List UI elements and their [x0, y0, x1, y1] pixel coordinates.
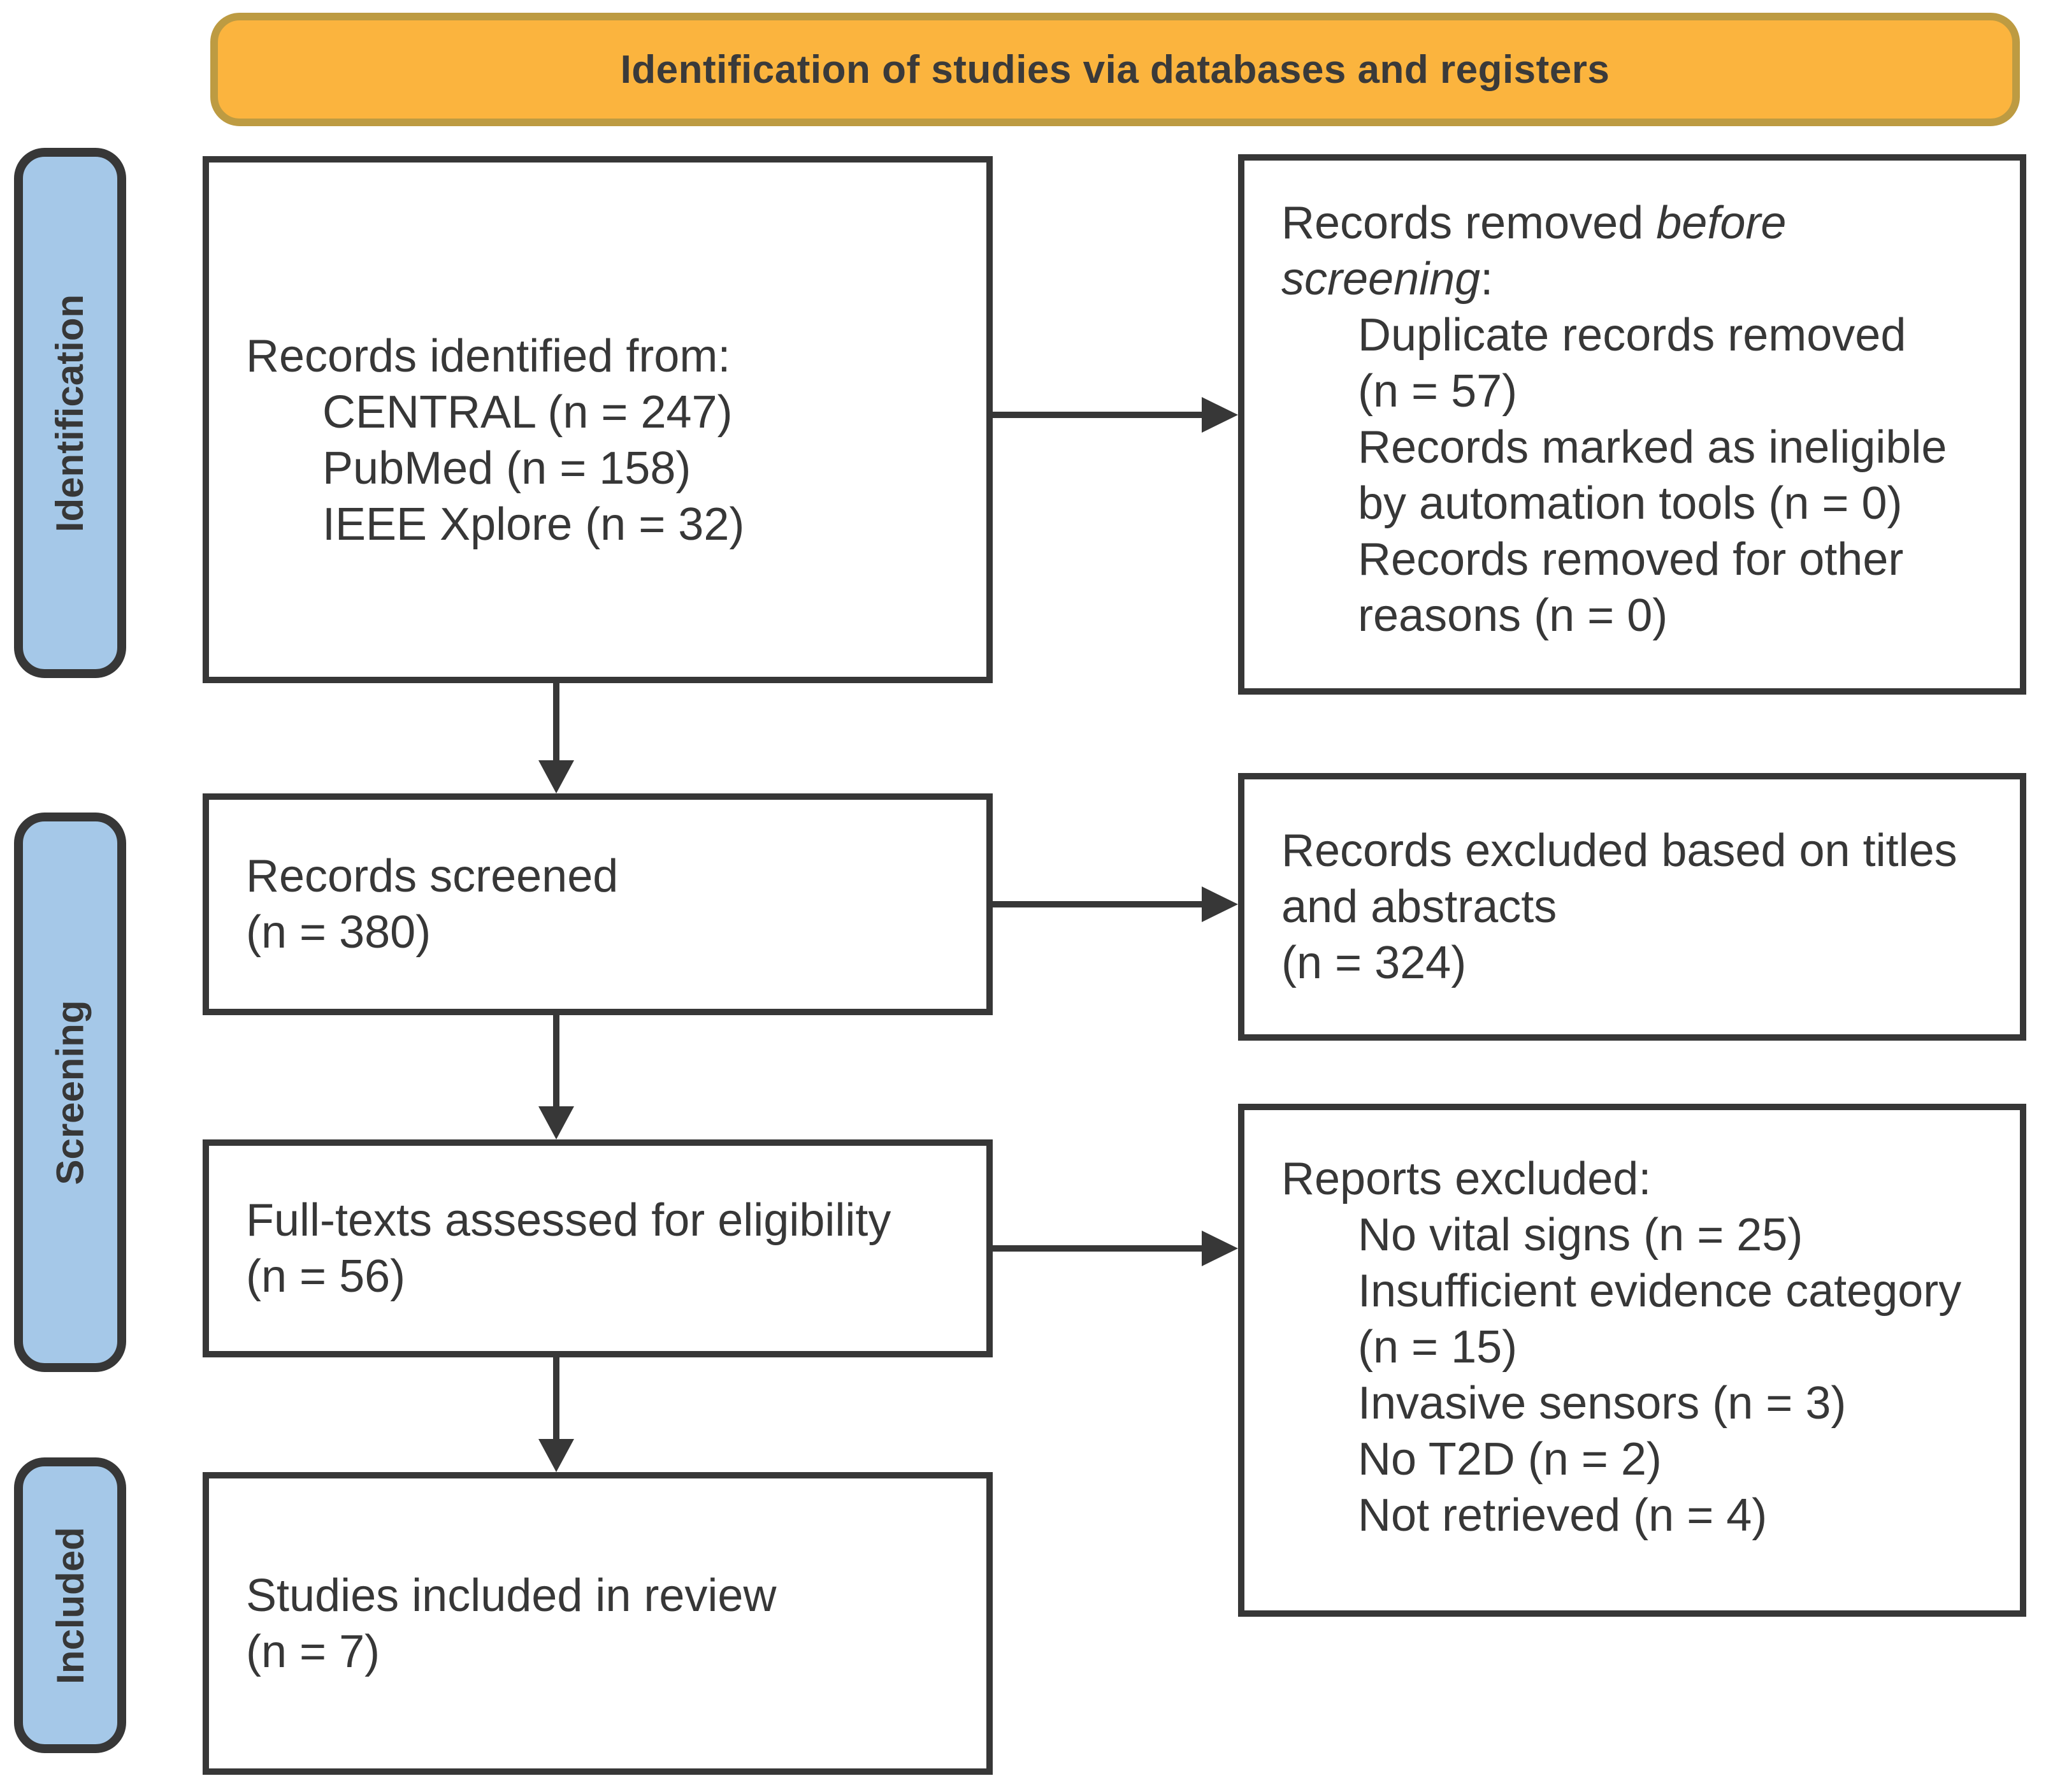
records-removed-item: reasons (n = 0)	[1358, 590, 1668, 641]
arrow-screened-to-excluded-line	[993, 901, 1204, 907]
arrow-down-icon	[538, 1439, 574, 1472]
records-removed-intro-colon: :	[1480, 254, 1494, 305]
stage-label-included-text: Included	[48, 1526, 92, 1684]
box-fulltexts-assessed-content: Full-texts assessed for eligibility (n =…	[209, 1192, 986, 1304]
stage-label-included: Included	[14, 1457, 126, 1753]
fulltexts-assessed-line: Full-texts assessed for eligibility	[246, 1195, 891, 1246]
records-removed-item: (n = 57)	[1358, 366, 1518, 417]
arrow-down-icon	[538, 760, 574, 793]
studies-included-count: (n = 7)	[246, 1626, 380, 1677]
records-identified-item: CENTRAL (n = 247)	[322, 387, 733, 438]
records-screened-line: Records screened	[246, 851, 619, 902]
records-removed-intro-italic: before	[1656, 198, 1787, 249]
records-removed-intro-italic2: screening	[1281, 254, 1481, 305]
box-records-identified: Records identified from: CENTRAL (n = 24…	[203, 156, 993, 683]
arrow-fulltext-to-reports-line	[993, 1245, 1204, 1252]
reports-excluded-intro: Reports excluded:	[1281, 1153, 1652, 1204]
arrow-right-icon	[1202, 1231, 1238, 1266]
records-excluded-count: (n = 324)	[1281, 937, 1467, 988]
records-removed-item: Records marked as ineligible	[1358, 422, 1947, 473]
records-excluded-line: and abstracts	[1281, 881, 1557, 932]
stage-label-identification: Identification	[14, 148, 126, 678]
box-records-excluded-titles-abstracts: Records excluded based on titles and abs…	[1238, 773, 2026, 1041]
records-removed-intro-line1: Records removed before	[1281, 195, 2008, 251]
reports-excluded-item: Insufficient evidence category	[1358, 1266, 1962, 1317]
reports-excluded-item: Not retrieved (n = 4)	[1358, 1490, 1768, 1541]
arrow-fulltext-to-included-line	[553, 1357, 559, 1439]
arrow-right-icon	[1202, 397, 1238, 433]
stage-label-screening: Screening	[14, 813, 126, 1372]
records-removed-item: Records removed for other	[1358, 534, 1904, 585]
records-removed-item: Duplicate records removed	[1358, 310, 1906, 361]
reports-excluded-item: No T2D (n = 2)	[1358, 1434, 1662, 1485]
box-records-screened: Records screened (n = 380)	[203, 793, 993, 1015]
stage-label-screening-text: Screening	[48, 999, 92, 1185]
box-studies-included-content: Studies included in review (n = 7)	[209, 1568, 986, 1680]
box-records-excluded-content: Records excluded based on titles and abs…	[1244, 823, 2020, 991]
stage-label-identification-text: Identification	[48, 294, 92, 532]
reports-excluded-item: No vital signs (n = 25)	[1358, 1210, 1803, 1261]
box-reports-excluded-content: Reports excluded: No vital signs (n = 25…	[1244, 1110, 2020, 1543]
records-identified-item: PubMed (n = 158)	[322, 443, 691, 494]
header-banner: Identification of studies via databases …	[210, 13, 2020, 126]
box-records-removed-before-screening: Records removed before screening: Duplic…	[1238, 154, 2026, 695]
arrow-screened-to-fulltext-line	[553, 1015, 559, 1106]
reports-excluded-item: (n = 15)	[1358, 1322, 1518, 1373]
arrow-identified-to-removed-line	[993, 412, 1204, 418]
studies-included-line: Studies included in review	[246, 1570, 777, 1621]
reports-excluded-item: Invasive sensors (n = 3)	[1358, 1378, 1847, 1429]
records-screened-count: (n = 380)	[246, 907, 431, 958]
fulltexts-assessed-count: (n = 56)	[246, 1251, 406, 1302]
box-records-screened-content: Records screened (n = 380)	[209, 848, 986, 960]
box-reports-excluded: Reports excluded: No vital signs (n = 25…	[1238, 1104, 2026, 1617]
records-identified-intro: Records identified from:	[246, 331, 731, 382]
arrow-identified-to-screened-line	[553, 683, 559, 760]
records-excluded-line: Records excluded based on titles	[1281, 825, 1957, 876]
box-studies-included: Studies included in review (n = 7)	[203, 1472, 993, 1775]
box-records-identified-content: Records identified from: CENTRAL (n = 24…	[209, 163, 986, 553]
arrow-down-icon	[538, 1106, 574, 1139]
diagram-title: Identification of studies via databases …	[620, 47, 1610, 92]
box-fulltexts-assessed: Full-texts assessed for eligibility (n =…	[203, 1139, 993, 1357]
records-removed-intro-line2: screening:	[1281, 251, 2008, 307]
records-removed-item: by automation tools (n = 0)	[1358, 478, 1903, 529]
box-records-removed-content: Records removed before screening: Duplic…	[1244, 161, 2020, 644]
records-identified-item: IEEE Xplore (n = 32)	[322, 499, 745, 550]
arrow-right-icon	[1202, 886, 1238, 922]
records-removed-intro-normal: Records removed	[1281, 198, 1657, 249]
